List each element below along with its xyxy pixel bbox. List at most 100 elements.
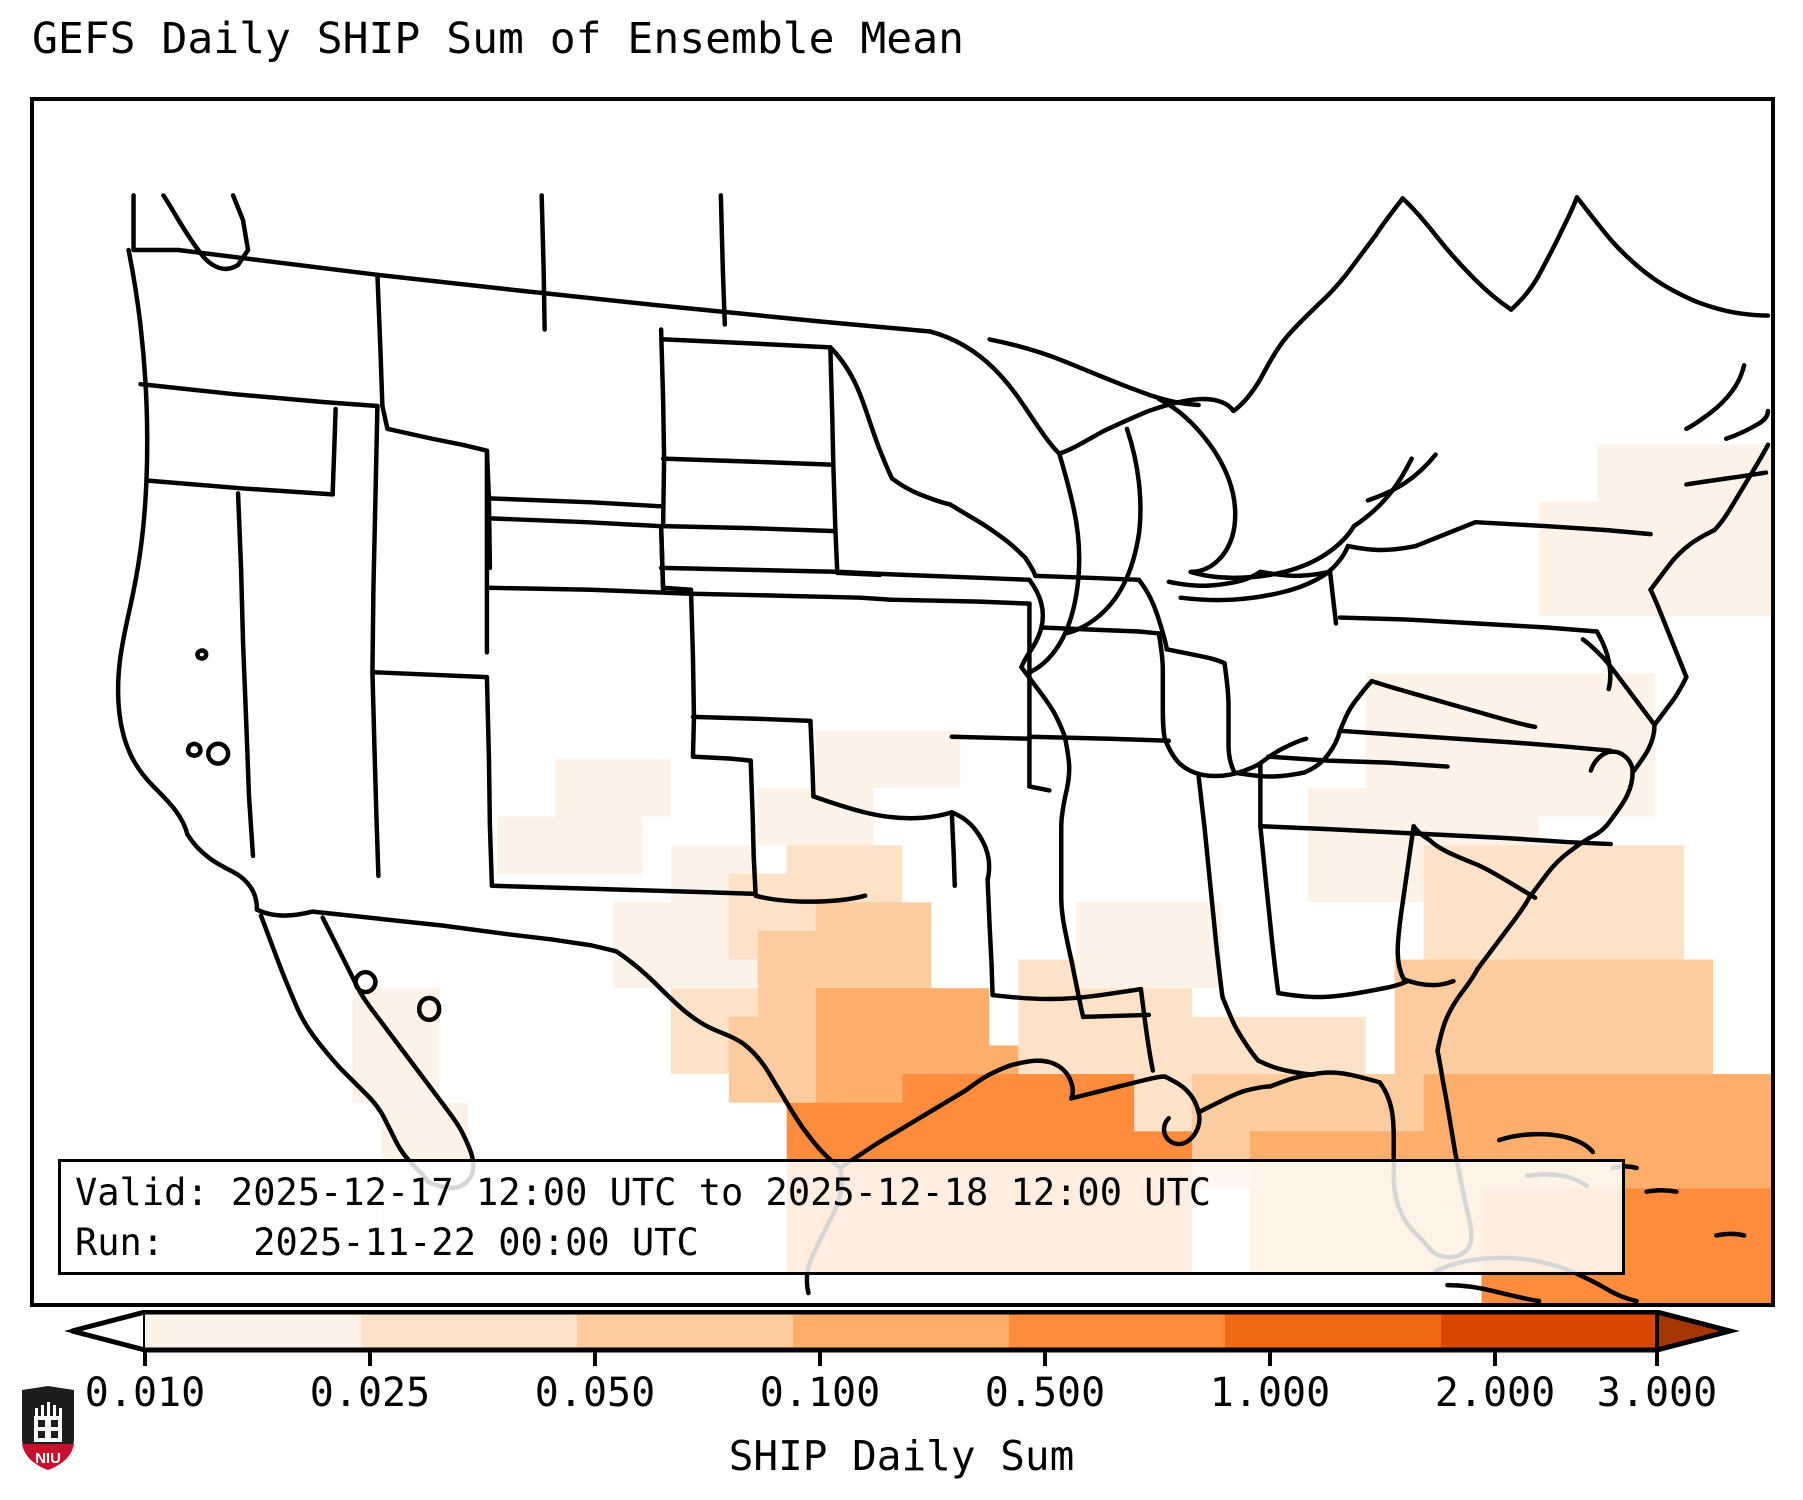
border-quebec-north bbox=[1508, 195, 1580, 312]
map-plot-area bbox=[30, 97, 1775, 1307]
border-rio-grande bbox=[614, 949, 843, 1171]
border-us-mexico-ca bbox=[254, 907, 315, 918]
border-pa-md-wv bbox=[1337, 615, 1600, 634]
coast-new-jersey bbox=[1648, 527, 1717, 592]
shading-cell bbox=[815, 730, 961, 788]
colorbar-tick-label: 3.000 bbox=[1596, 1370, 1718, 1416]
lake-erie-north bbox=[1188, 523, 1357, 581]
lake-superior-south bbox=[1057, 396, 1236, 456]
colorbar-tick-label: 0.025 bbox=[309, 1370, 431, 1416]
border-sd-ia bbox=[835, 570, 883, 578]
coast-florida-panhandle bbox=[1268, 1070, 1383, 1089]
colorbar-tick-label: 0.500 bbox=[984, 1370, 1106, 1416]
border-wa-id bbox=[375, 272, 385, 409]
colorbar-tick-label: 0.010 bbox=[84, 1370, 206, 1416]
lake-michigan-west bbox=[1025, 451, 1082, 676]
border-oh-pa bbox=[1327, 569, 1339, 626]
border-nc-sc bbox=[1427, 837, 1538, 900]
island-turks bbox=[1714, 1231, 1747, 1238]
border-sc-ga bbox=[1395, 823, 1416, 982]
island-bahamas-se bbox=[1644, 1188, 1679, 1194]
lake-michigan-east bbox=[1063, 426, 1143, 636]
border-us-canada-west bbox=[176, 247, 933, 334]
border-il-in-west bbox=[1136, 577, 1170, 652]
border-al-ms-south bbox=[1220, 994, 1261, 1063]
colorbar-over-arrow bbox=[1655, 1310, 1738, 1353]
lake-ontario-west bbox=[1351, 456, 1414, 529]
border-or-id bbox=[330, 406, 338, 497]
shading-cell bbox=[786, 845, 903, 903]
border-al-fl-coast bbox=[1256, 1058, 1317, 1077]
border-ontario-quebec bbox=[1400, 196, 1514, 312]
coast-pacific-us bbox=[115, 247, 190, 837]
border-co-nm bbox=[484, 585, 694, 596]
coast-south-carolina bbox=[1475, 895, 1532, 972]
mississippi-river-south bbox=[1059, 823, 1074, 962]
border-co-ks-border bbox=[688, 587, 697, 759]
coast-new-england bbox=[1723, 408, 1771, 441]
border-ok-tx-panhandle bbox=[690, 714, 813, 724]
border-mt-canada-divider bbox=[539, 193, 547, 332]
colorbar-tick-label: 0.050 bbox=[534, 1370, 656, 1416]
border-mexico-az-nm bbox=[310, 909, 619, 954]
border-ne-co bbox=[658, 523, 694, 592]
border-nv-az-ut bbox=[370, 669, 490, 680]
coast-socal bbox=[185, 831, 260, 912]
border-lake-superior-west bbox=[927, 329, 1062, 456]
island-bahamas-north bbox=[1497, 1131, 1596, 1155]
coast-louisiana-west bbox=[1068, 1074, 1168, 1101]
border-wy-co bbox=[484, 515, 664, 529]
border-nd-sd bbox=[660, 456, 833, 467]
border-la-ms-lower2 bbox=[1138, 986, 1156, 1073]
border-pa-ny-erie bbox=[1345, 543, 1418, 553]
border-nd-sd-north bbox=[661, 337, 833, 350]
shading-cell bbox=[555, 759, 671, 817]
border-ne-ks-w bbox=[658, 523, 666, 592]
colorbar-under-arrow bbox=[64, 1310, 147, 1353]
colorbar-tick-labels: 0.010 0.025 0.050 0.100 0.500 1.000 2.000 3.000 bbox=[0, 1370, 1803, 1420]
border-ne-ia bbox=[877, 571, 1032, 583]
border-in-mi bbox=[1166, 569, 1263, 589]
border-ky-tn-west bbox=[1196, 774, 1207, 831]
border-wa-or bbox=[138, 381, 380, 409]
border-mn-wi-south bbox=[889, 476, 953, 507]
colorbar-band bbox=[145, 1312, 361, 1350]
island-angel-guarda bbox=[416, 995, 442, 1023]
coast-mississippi-alabama bbox=[1196, 1084, 1273, 1115]
coast-virginia-capes bbox=[1630, 722, 1657, 775]
border-ks-ok bbox=[688, 591, 893, 602]
border-va-wv-south bbox=[1369, 678, 1538, 730]
island-tiburon bbox=[353, 969, 378, 995]
border-ga-al bbox=[1258, 823, 1281, 996]
colorbar-band bbox=[1009, 1312, 1225, 1350]
border-wi-ia-mississippi bbox=[947, 502, 1038, 579]
island-channel bbox=[205, 741, 231, 766]
page-title: GEFS Daily SHIP Sum of Ensemble Mean bbox=[32, 14, 964, 64]
border-nd-canada bbox=[718, 193, 728, 327]
border-pa-ny-east bbox=[1473, 519, 1653, 537]
border-red-river-ok-tx bbox=[811, 794, 955, 821]
border-wv-va-nw bbox=[1337, 678, 1375, 734]
colorbar bbox=[0, 1310, 1803, 1370]
border-id-mt-wy bbox=[380, 403, 493, 571]
niu-logo-text: NIU bbox=[35, 1450, 61, 1467]
mississippi-delta bbox=[1161, 1074, 1202, 1147]
border-ar-tx bbox=[949, 810, 957, 889]
mississippi-river-mid bbox=[1059, 736, 1072, 829]
border-tx-ar-la bbox=[949, 810, 992, 883]
mississippi-river-north bbox=[1019, 664, 1068, 741]
chesapeake-bay-west bbox=[1580, 637, 1657, 728]
border-in-oh-north bbox=[1164, 647, 1227, 666]
border-va-nc bbox=[1337, 728, 1613, 753]
colorbar-band bbox=[1441, 1312, 1657, 1350]
outer-banks bbox=[1588, 749, 1635, 823]
ohio-river-oh-ky bbox=[1232, 770, 1307, 779]
coast-canada-maritimes bbox=[1574, 195, 1771, 318]
lake-superior-north bbox=[987, 337, 1201, 408]
border-mo-ar bbox=[949, 734, 1032, 741]
border-canada-east bbox=[1231, 196, 1405, 414]
colorbar-axis-label: SHIP Daily Sum bbox=[728, 1432, 1075, 1480]
colorbar-band bbox=[361, 1312, 577, 1350]
border-or-ca bbox=[144, 478, 335, 497]
border-ca-nv-az bbox=[235, 491, 256, 859]
